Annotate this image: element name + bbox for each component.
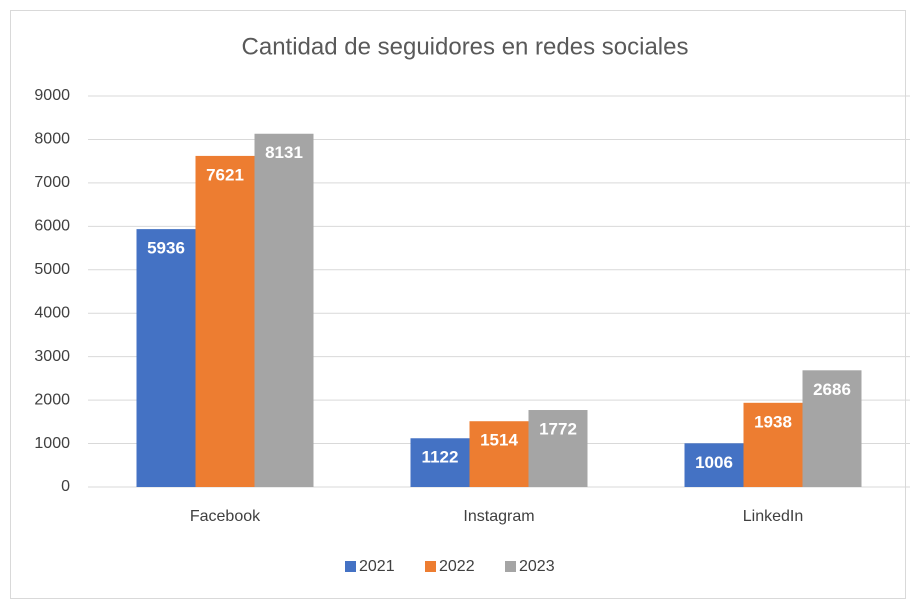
data-label: 1122 <box>422 448 459 467</box>
y-tick-label: 4000 <box>34 304 70 321</box>
legend-label: 2023 <box>519 558 555 575</box>
y-tick-label: 5000 <box>34 261 70 278</box>
y-tick-label: 0 <box>61 478 70 495</box>
legend-swatch <box>345 561 356 572</box>
x-tick-label: Instagram <box>463 508 534 525</box>
data-label: 7621 <box>206 165 244 184</box>
x-tick-label: Facebook <box>190 508 261 525</box>
bar <box>254 133 314 487</box>
data-label: 1514 <box>480 431 518 450</box>
bar <box>743 402 803 487</box>
y-tick-label: 3000 <box>34 348 70 365</box>
bar <box>802 370 862 487</box>
y-tick-label: 8000 <box>34 131 70 148</box>
bar <box>410 438 470 487</box>
y-tick-label: 6000 <box>34 218 70 235</box>
legend-swatch <box>505 561 516 572</box>
data-label: 1938 <box>754 412 792 431</box>
bar <box>136 229 196 488</box>
legend-label: 2022 <box>439 558 475 575</box>
y-tick-label: 1000 <box>34 435 70 452</box>
bar <box>684 443 744 487</box>
data-label: 1006 <box>695 453 733 472</box>
bar <box>528 410 588 487</box>
chart-title: Cantidad de seguidores en redes sociales <box>242 33 689 60</box>
bar <box>195 155 255 487</box>
x-tick-label: LinkedIn <box>743 508 804 525</box>
data-label: 5936 <box>147 239 185 258</box>
legend-swatch <box>425 561 436 572</box>
data-label: 1772 <box>539 420 577 439</box>
y-tick-label: 2000 <box>34 391 70 408</box>
y-tick-label: 7000 <box>34 174 70 191</box>
data-label: 2686 <box>813 380 851 399</box>
y-tick-label: 9000 <box>34 87 70 104</box>
bar <box>469 421 529 487</box>
data-label: 8131 <box>265 143 303 162</box>
legend-label: 2021 <box>359 558 395 575</box>
